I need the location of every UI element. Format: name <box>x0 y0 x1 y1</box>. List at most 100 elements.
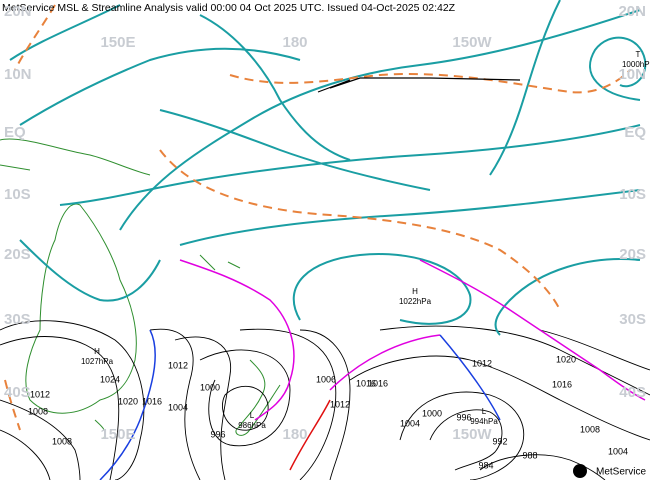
streamline <box>119 9 641 231</box>
isobar-label: 1008 <box>580 424 600 434</box>
isobar-label: 1008 <box>52 436 72 446</box>
isobar-label: 1024 <box>100 374 120 384</box>
isobar-label: 1016 <box>368 378 388 388</box>
isobar-label: 1020 <box>556 354 576 364</box>
isobar-label: 1020 <box>118 396 138 406</box>
streamline <box>199 14 351 161</box>
isobar-label: 984 <box>478 460 493 470</box>
centre-type: L <box>250 411 255 420</box>
isobar-label: 1012 <box>30 389 50 399</box>
streamline <box>19 47 301 126</box>
latitude-label: 30S <box>4 311 31 328</box>
latitude-label: 30S <box>619 311 646 328</box>
isobar-label: 996 <box>210 429 225 439</box>
streamline <box>159 109 431 191</box>
isobar <box>479 454 606 480</box>
longitude-label: 180 <box>282 426 307 443</box>
isobar <box>174 336 232 480</box>
isobar <box>399 391 525 480</box>
new-zealand <box>235 359 281 436</box>
centre-pressure: 1000hPa <box>622 60 650 69</box>
isobar <box>349 355 650 441</box>
centre-type: H <box>412 287 418 296</box>
isobar-label: 1016 <box>552 379 572 389</box>
streamline <box>179 189 641 246</box>
centre-type: L <box>482 407 487 416</box>
isobar <box>239 328 337 480</box>
isobar <box>299 329 351 480</box>
cold-front <box>99 329 156 480</box>
isobar-label: 996 <box>456 412 471 422</box>
logo: MetService <box>573 464 646 478</box>
isobar-label: 1004 <box>400 418 420 428</box>
centre-pressure: 1027hPa <box>81 357 114 366</box>
centre-pressure: 986hPa <box>238 421 266 430</box>
itcz <box>4 4 631 431</box>
isobars <box>0 320 650 480</box>
isobar-label: 1016 <box>356 378 376 388</box>
isobar-label: 1012 <box>330 399 350 409</box>
isobar <box>222 385 269 431</box>
latitude-label: 20N <box>618 3 646 20</box>
longitude-label: 150W <box>452 34 492 51</box>
occluded-front <box>329 334 441 391</box>
isobar-label: 1000 <box>200 382 220 392</box>
convergence-line <box>229 69 631 94</box>
longitude-label: 150E <box>100 426 135 443</box>
latitude-label: 10N <box>4 66 32 83</box>
logo-text: MetService <box>596 467 646 478</box>
convergence-line <box>159 149 561 311</box>
occluded-front <box>179 259 295 421</box>
isobar-label: 1004 <box>168 402 188 412</box>
isobar <box>0 320 145 480</box>
latitude-label: EQ <box>624 124 646 141</box>
centre-type: T <box>636 50 641 59</box>
isobar <box>0 429 51 480</box>
isobar <box>0 336 120 480</box>
occluded-front <box>419 259 646 401</box>
latitude-label: 20S <box>4 246 31 263</box>
isobar <box>379 325 650 396</box>
isobar <box>539 329 650 371</box>
longitude-label: 150E <box>100 34 135 51</box>
latitude-label: EQ <box>4 124 26 141</box>
streamline <box>589 36 647 101</box>
latitude-label: 10S <box>619 186 646 203</box>
isobar <box>429 409 503 471</box>
streamline <box>292 253 472 325</box>
land <box>0 138 281 439</box>
map-title: MetService MSL & Streamline Analysis val… <box>2 2 456 14</box>
streamline <box>9 4 121 61</box>
latitude-label: 20N <box>4 3 32 20</box>
streamlines <box>9 0 647 336</box>
islands <box>199 254 241 271</box>
isobar-label: 1006 <box>316 374 336 384</box>
centre-pressure: 1022hPa <box>399 297 432 306</box>
isobar-label: 1012 <box>472 358 492 368</box>
streamline <box>489 0 561 176</box>
labels: 20N 20N 10N 10N EQ EQ 10S 10S 20S 20S 30S 30S 40S 40S… <box>4 3 650 470</box>
centre-pressure: 994hPa <box>470 417 498 426</box>
isobar <box>199 349 291 447</box>
longitude-label: 150W <box>452 426 492 443</box>
tasmania <box>94 419 106 439</box>
streamline <box>494 258 641 336</box>
latitude-label: 40S <box>619 384 646 401</box>
latitude-label: 10S <box>4 186 31 203</box>
longitude-label: 180 <box>282 34 307 51</box>
isobar <box>0 399 81 480</box>
warm-front <box>289 399 331 471</box>
isobar-label: 988 <box>522 450 537 460</box>
latitude-label: 40S <box>4 384 31 401</box>
latitude-label: 10N <box>618 66 646 83</box>
isobar-label: 1012 <box>168 360 188 370</box>
streamline <box>59 124 641 206</box>
australia <box>25 203 137 414</box>
trough <box>4 379 21 431</box>
fronts <box>99 77 646 480</box>
isobar-label: 1008 <box>28 406 48 416</box>
centre-type: H <box>94 347 100 356</box>
isobar-label: 1000 <box>422 408 442 418</box>
